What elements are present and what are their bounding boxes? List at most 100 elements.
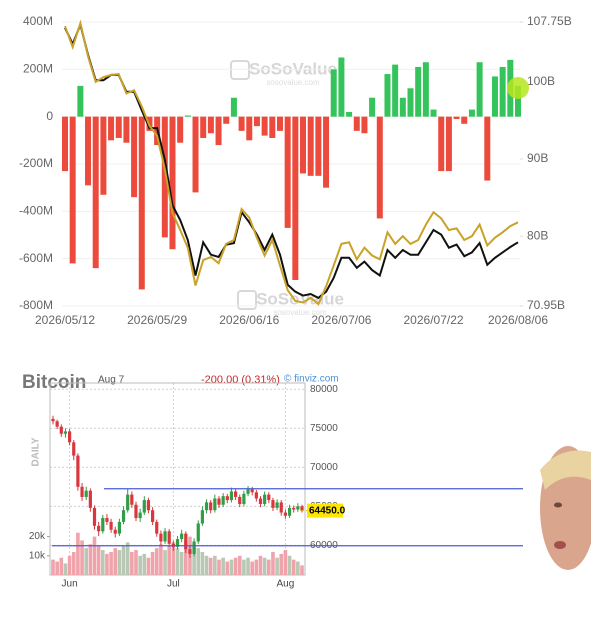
- volume-bar: [237, 555, 242, 575]
- bar: [223, 116, 230, 124]
- x-tick-label: 2026/08/06: [488, 313, 548, 327]
- bar: [376, 116, 383, 219]
- bar: [445, 116, 452, 172]
- candle-body: [292, 507, 296, 510]
- bar: [207, 116, 214, 134]
- candle-body: [117, 521, 121, 534]
- bar: [369, 97, 376, 117]
- volume-bar: [92, 536, 97, 575]
- volume-bar: [59, 557, 64, 575]
- candle-body: [283, 512, 287, 516]
- x-tick-label: Aug: [277, 579, 295, 590]
- volume-bar: [146, 557, 151, 575]
- volume-bar: [171, 542, 176, 575]
- candle-body: [68, 431, 72, 443]
- volume-bar: [250, 561, 254, 575]
- bar: [346, 111, 353, 117]
- candle-body: [300, 506, 304, 511]
- candle-body: [229, 491, 234, 501]
- watermark-logo: [230, 60, 250, 80]
- volume-bar: [154, 548, 159, 575]
- volume-bar: [125, 542, 130, 575]
- volume-bar: [55, 561, 59, 575]
- bar: [85, 116, 92, 186]
- x-tick-label: 2026/07/06: [311, 313, 371, 327]
- watermark-url: sosovalue.com: [273, 308, 327, 317]
- candle-body: [200, 510, 204, 524]
- bar: [415, 66, 422, 117]
- candle-body: [92, 507, 97, 526]
- candle-body: [167, 531, 171, 544]
- bar: [62, 116, 68, 172]
- candle-body: [84, 490, 88, 497]
- volume-bar: [67, 555, 72, 575]
- volume-bar: [109, 551, 113, 575]
- candle-body: [51, 418, 55, 422]
- volume-bar: [192, 544, 196, 575]
- last-price-label: 64450.0: [309, 505, 346, 516]
- volume-bar: [88, 544, 93, 575]
- candle-body: [151, 510, 155, 522]
- volume-bar: [163, 550, 167, 575]
- bar: [468, 109, 475, 117]
- candle-body: [126, 494, 130, 511]
- y-tick-label: 70000: [310, 462, 338, 473]
- volume-bar: [167, 546, 171, 575]
- volume-bar: [287, 555, 292, 575]
- y-tick-label: 400M: [23, 14, 53, 28]
- volume-bar: [113, 548, 118, 575]
- bar: [484, 116, 491, 181]
- volume-bar: [217, 559, 221, 575]
- candle-body: [109, 521, 113, 530]
- candle-body: [146, 500, 151, 511]
- x-tick-label: Jun: [62, 579, 78, 590]
- bar: [407, 88, 414, 117]
- candle-body: [250, 489, 254, 493]
- volume-bar: [233, 557, 238, 575]
- watermark-url: sosovalue.com: [266, 78, 320, 87]
- bar: [246, 116, 253, 141]
- change: -200.00 (0.31%): [201, 374, 280, 386]
- volume-bar: [96, 546, 101, 575]
- candle-body: [279, 502, 283, 513]
- y2-tick-label: 80B: [527, 228, 548, 242]
- candle-body: [196, 523, 200, 542]
- volume-bar: [196, 548, 201, 575]
- eye: [554, 502, 562, 508]
- volume-bar: [51, 559, 55, 575]
- volume-bar: [63, 563, 68, 575]
- bar: [215, 116, 222, 146]
- volume-bar: [184, 540, 188, 575]
- bar: [292, 116, 299, 280]
- bar: [169, 116, 176, 250]
- candle-body: [113, 529, 117, 534]
- volume-bar: [213, 555, 217, 575]
- bar: [69, 116, 76, 264]
- candle-body: [155, 521, 159, 534]
- candle-body: [138, 512, 142, 519]
- bar: [108, 116, 115, 141]
- y2-tick-label: 100B: [527, 74, 555, 88]
- bar: [100, 116, 107, 195]
- candle-body: [263, 494, 267, 504]
- bar: [92, 116, 99, 269]
- volume-bar: [271, 551, 275, 575]
- date: Aug 7: [98, 375, 125, 386]
- volume-bar: [275, 557, 279, 575]
- bar: [161, 116, 168, 238]
- highlight-dot: [507, 77, 529, 99]
- candle-body: [254, 492, 258, 499]
- candle-body: [287, 507, 292, 516]
- bar: [200, 116, 207, 138]
- volume-bar: [279, 553, 284, 575]
- volume-bar: [134, 550, 138, 575]
- bar: [353, 116, 360, 131]
- line: [64, 21, 519, 300]
- candle-body: [63, 431, 68, 434]
- candle-body: [213, 498, 217, 511]
- line: [64, 19, 519, 306]
- candle-body: [59, 426, 63, 434]
- volume-bar: [254, 559, 259, 575]
- candle-body: [180, 533, 184, 540]
